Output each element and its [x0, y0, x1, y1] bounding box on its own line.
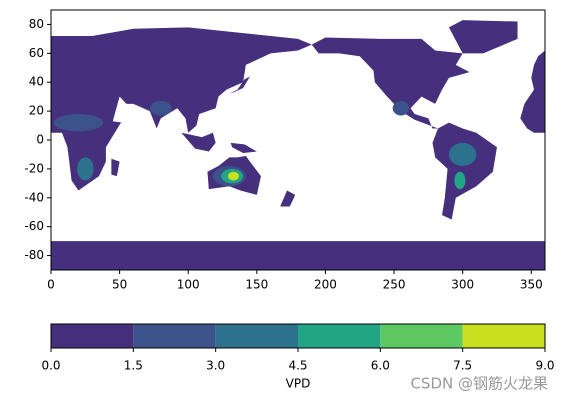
land	[51, 241, 545, 270]
watermark: CSDN @钢筋火龙果	[410, 375, 548, 393]
land	[432, 122, 497, 220]
axes: 0 50 100 150 200 250 300 350 -80 -60 -40 -20 0 20 40 60…	[24, 17, 542, 292]
x-tick-label: 50	[112, 278, 127, 292]
y-tick-label: 60	[29, 46, 44, 60]
colorbar-segment	[133, 324, 216, 348]
x-tick-label: 300	[451, 278, 474, 292]
land	[392, 101, 410, 116]
colorbar-segment	[215, 324, 298, 348]
colorbar-tick-label: 6.0	[371, 359, 390, 373]
land	[181, 132, 216, 152]
y-tick-label: 80	[29, 17, 44, 31]
colorbar: 0.0 1.5 3.0 4.5 6.0 7.5 9.0	[41, 324, 555, 373]
x-tick-label: 100	[177, 278, 200, 292]
land	[51, 27, 312, 133]
land	[520, 50, 545, 133]
x-tick-label: 350	[520, 278, 543, 292]
y-tick-label: -40	[24, 190, 44, 204]
colorbar-segment	[298, 324, 381, 348]
colorbar-segment	[380, 324, 463, 348]
land	[229, 76, 250, 94]
x-tick-label: 150	[245, 278, 268, 292]
land	[448, 20, 518, 54]
y-tick-label: 40	[29, 75, 44, 89]
land	[51, 86, 121, 191]
colorbar-tick-label: 0.0	[41, 359, 60, 373]
y-tick-label: 0	[36, 133, 44, 147]
x-tick-label: 0	[47, 278, 55, 292]
y-tick-label: -60	[24, 219, 44, 233]
colorbar-segment	[51, 324, 134, 348]
colorbar-tick-label: 9.0	[535, 359, 554, 373]
colorbar-segment	[462, 324, 545, 348]
y-tick-label: -80	[24, 248, 44, 262]
colorbar-frame	[50, 323, 546, 349]
colorbar-tick-label: 4.5	[288, 359, 307, 373]
colorbar-tick-label: 3.0	[206, 359, 225, 373]
land	[280, 190, 296, 207]
x-tick-label: 250	[383, 278, 406, 292]
land	[53, 114, 104, 132]
land	[77, 157, 94, 181]
colorbar-label: VPD	[286, 377, 311, 391]
land	[228, 171, 239, 181]
colorbar-tick-label: 7.5	[453, 359, 472, 373]
y-tick-label: 20	[29, 104, 44, 118]
land	[311, 37, 470, 129]
land	[454, 171, 466, 190]
colorbar-tick-label: 1.5	[124, 359, 143, 373]
y-tick-label: -20	[24, 161, 44, 175]
land	[111, 158, 120, 177]
land	[149, 101, 172, 116]
land	[448, 142, 477, 166]
land-map	[51, 20, 545, 270]
x-tick-label: 200	[314, 278, 337, 292]
land	[230, 142, 257, 153]
